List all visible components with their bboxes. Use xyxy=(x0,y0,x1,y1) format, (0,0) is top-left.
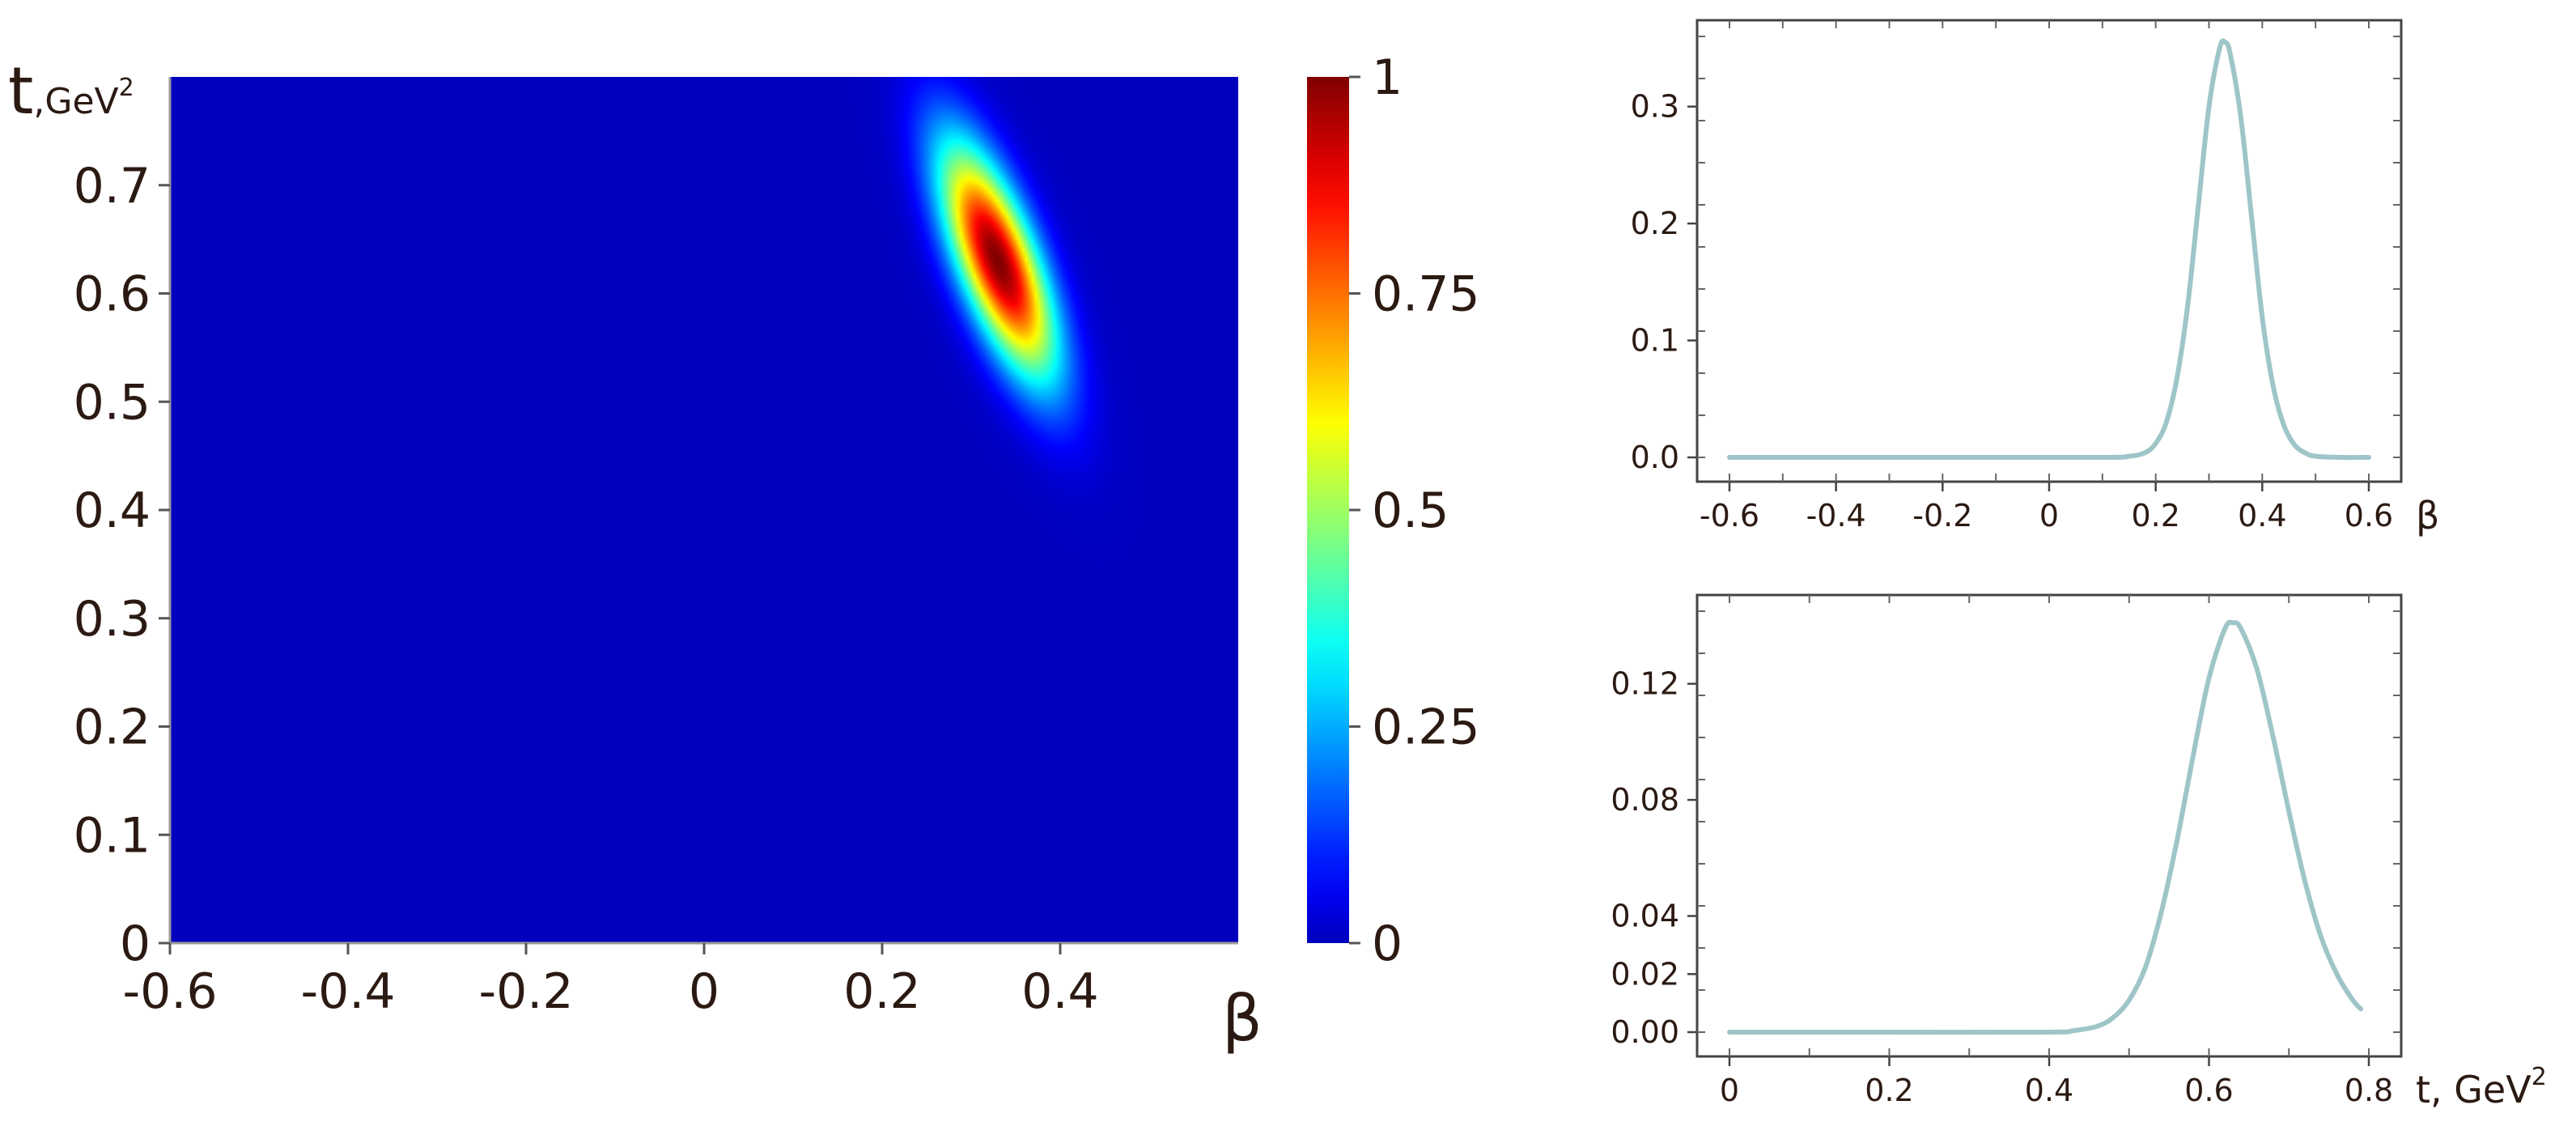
beta-marginal-x-tick-label: -0.6 xyxy=(1700,498,1759,533)
heatmap-panel: -0.6 -0.4 -0.2 0 0.2 0.4 00.10.20.30.40.50.60… xyxy=(8,49,1480,1056)
t-marginal-y-ticks: 0.00 0.02 0.04 0.08 0.12 xyxy=(1611,666,1697,1050)
t-marginal-x-tick-label: 0 xyxy=(1720,1073,1739,1108)
beta-marginal-x-tick-label: 0.6 xyxy=(2345,498,2393,533)
t-marginal-y-tick-label: 0.12 xyxy=(1611,666,1679,702)
colorbar-tick-label: 0.75 xyxy=(1372,266,1480,323)
heatmap-y-tick-label: 0.6 xyxy=(74,266,151,323)
beta-marginal-y-tick-label: 0.3 xyxy=(1631,89,1679,125)
heatmap-y-tick-label: 0.1 xyxy=(74,807,151,864)
t-marginal-x-axis-label: t, GeV2 xyxy=(2416,1063,2547,1111)
colorbar-tick-label: 0.25 xyxy=(1372,699,1480,756)
t-marginal-x-tick-label: 0.8 xyxy=(2345,1073,2393,1108)
heatmap-y-axis-label-symbol: t xyxy=(8,53,33,129)
heatmap-y-tick-label: 0.2 xyxy=(74,699,151,756)
t-marginal-y-tick-label: 0.04 xyxy=(1611,899,1679,934)
t-marginal-panel: 0 0.2 0.4 0.6 0.8 0.00 0.02 0.04 0.08 0.12 t, Ge… xyxy=(1611,593,2547,1111)
t-marginal-y-tick-label: 0.08 xyxy=(1611,782,1679,818)
beta-marginal-x-tick-label: -0.2 xyxy=(1912,498,1972,533)
heatmap-y-axis-label-unit: ,GeV xyxy=(33,81,118,122)
t-marginal-y-tick-label: 0.00 xyxy=(1611,1014,1679,1050)
colorbar-tick-label: 1 xyxy=(1372,49,1403,106)
beta-marginal-x-tick-label: 0.4 xyxy=(2238,498,2286,533)
beta-marginal-x-axis-label: β xyxy=(2416,494,2439,538)
heatmap-x-tick-label: -0.4 xyxy=(300,963,395,1020)
beta-marginal-x-ticks: -0.6 -0.4 -0.2 0 0.2 0.4 0.6 xyxy=(1700,482,2393,533)
t-marginal-x-tick-label: 0.2 xyxy=(1865,1073,1913,1108)
heatmap-x-axis-label: β xyxy=(1222,983,1263,1056)
beta-marginal-frame xyxy=(1695,19,2403,483)
heatmap-x-tick-label: -0.2 xyxy=(478,963,573,1020)
t-marginal-x-tick-label: 0.4 xyxy=(2025,1073,2073,1108)
t-marginal-curve xyxy=(1727,619,2364,1035)
heatmap-x-tick-label: 0 xyxy=(689,963,719,1020)
heatmap-density-image xyxy=(170,77,1238,943)
colorbar-tick-label: 0 xyxy=(1372,916,1403,972)
t-marginal-frame xyxy=(1695,593,2403,1058)
heatmap-y-tick-label: 0.7 xyxy=(74,158,151,215)
t-marginal-minor-ticks xyxy=(1697,595,2401,1056)
colorbar-tick-label: 0.5 xyxy=(1372,482,1449,539)
t-marginal-y-tick-label: 0.02 xyxy=(1611,956,1679,992)
heatmap-y-tick-label: 0.5 xyxy=(74,374,151,431)
heatmap-y-axis-label-exponent: 2 xyxy=(119,74,134,102)
colorbar xyxy=(1307,77,1349,943)
beta-marginal-x-tick-label: 0 xyxy=(2039,498,2059,533)
beta-marginal-minor-ticks xyxy=(1697,20,2401,482)
t-marginal-x-axis-label-text: t, GeV xyxy=(2416,1068,2531,1111)
beta-marginal-x-tick-label: -0.4 xyxy=(1806,498,1866,533)
beta-marginal-y-tick-label: 0.2 xyxy=(1631,206,1679,241)
beta-marginal-y-ticks: 0.0 0.1 0.2 0.3 xyxy=(1631,89,1697,475)
heatmap-y-tick-label: 0.3 xyxy=(74,591,151,648)
t-marginal-x-axis-label-exponent: 2 xyxy=(2531,1063,2547,1091)
beta-marginal-panel: -0.6 -0.4 -0.2 0 0.2 0.4 0.6 0.0 0.1 0.2 0.3 β xyxy=(1631,19,2439,538)
heatmap-y-ticks: 0 0.1 0.2 0.3 0.4 0.5 0.6 0.7 xyxy=(74,158,170,972)
colorbar-ticks: 0 0.25 0.5 0.75 1 xyxy=(1349,49,1480,972)
t-marginal-x-tick-label: 0.6 xyxy=(2184,1073,2233,1108)
beta-marginal-curve xyxy=(1727,38,2371,461)
heatmap-x-tick-label: 0.2 xyxy=(843,963,920,1020)
heatmap-x-tick-label: 0.4 xyxy=(1021,963,1098,1020)
beta-marginal-y-tick-label: 0.1 xyxy=(1631,323,1679,359)
beta-marginal-y-tick-label: 0.0 xyxy=(1631,440,1679,475)
heatmap-x-tick-label: -0.6 xyxy=(122,963,217,1020)
beta-marginal-x-tick-label: 0.2 xyxy=(2131,498,2179,533)
heatmap-y-axis-label: t,GeV2 xyxy=(8,53,134,129)
heatmap-y-tick-label: 0 xyxy=(120,916,151,972)
t-marginal-x-ticks: 0 0.2 0.4 0.6 0.8 xyxy=(1720,1056,2393,1108)
heatmap-y-tick-label: 0.4 xyxy=(74,482,151,539)
heatmap-x-ticks: -0.6 -0.4 -0.2 0 0.2 0.4 xyxy=(122,943,1099,1020)
